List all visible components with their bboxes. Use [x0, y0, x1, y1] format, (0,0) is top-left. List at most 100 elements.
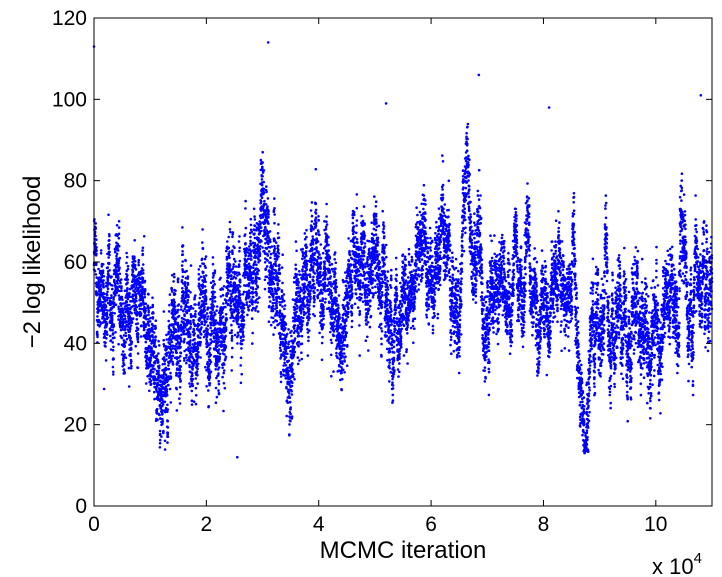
- data-point: [319, 256, 323, 260]
- data-point: [333, 275, 336, 279]
- data-point: [359, 281, 362, 284]
- data-point: [202, 335, 206, 339]
- data-point: [284, 355, 288, 359]
- data-point: [368, 325, 372, 329]
- data-point: [351, 292, 354, 295]
- data-point: [235, 294, 238, 298]
- data-point: [361, 241, 364, 244]
- data-point: [123, 353, 126, 356]
- data-point: [177, 334, 181, 338]
- data-point: [354, 288, 358, 291]
- data-point: [322, 311, 325, 315]
- data-point: [108, 269, 111, 272]
- data-point: [141, 276, 145, 280]
- data-point: [236, 315, 240, 318]
- data-point: [196, 365, 199, 368]
- data-point: [150, 346, 153, 350]
- data-point: [345, 331, 349, 335]
- data-point: [312, 275, 315, 279]
- data-point: [191, 314, 195, 318]
- data-point: [169, 344, 173, 348]
- data-point: [169, 328, 172, 332]
- data-point: [138, 286, 142, 289]
- data-point: [301, 257, 304, 261]
- data-point: [167, 319, 170, 323]
- data-point: [271, 309, 275, 313]
- data-point: [270, 287, 274, 291]
- data-point: [221, 293, 225, 297]
- data-point: [119, 281, 122, 285]
- data-point: [230, 295, 233, 298]
- data-point: [304, 312, 308, 315]
- data-point: [108, 253, 111, 257]
- data-point: [103, 335, 106, 339]
- data-point: [312, 300, 316, 304]
- data-point: [98, 298, 102, 302]
- data-point: [214, 401, 218, 405]
- data-point: [157, 371, 160, 375]
- data-point: [336, 304, 340, 307]
- data-point: [147, 293, 150, 296]
- data-point: [222, 302, 225, 305]
- data-point: [291, 368, 294, 372]
- data-point: [256, 285, 260, 289]
- data-point: [273, 257, 277, 261]
- data-point: [355, 224, 358, 227]
- data-point: [197, 268, 201, 271]
- data-point: [367, 308, 371, 311]
- data-point: [147, 309, 150, 312]
- data-point: [342, 368, 345, 372]
- data-point: [328, 256, 332, 259]
- data-point: [222, 409, 225, 413]
- data-point: [242, 315, 245, 319]
- data-point: [268, 289, 272, 293]
- data-point: [105, 322, 109, 326]
- data-point: [315, 246, 318, 249]
- data-point: [173, 347, 177, 351]
- data-point: [223, 386, 227, 390]
- data-point: [166, 410, 169, 414]
- data-point: [298, 359, 301, 362]
- data-point: [133, 290, 137, 294]
- data-point: [213, 282, 216, 286]
- data-point: [255, 305, 258, 308]
- data-point: [234, 277, 238, 280]
- data-point: [283, 315, 287, 318]
- data-point: [320, 288, 323, 292]
- data-point: [334, 261, 338, 265]
- data-point: [110, 294, 113, 297]
- data-point: [286, 352, 289, 356]
- data-point: [149, 316, 152, 320]
- data-point: [136, 312, 139, 315]
- data-point: [106, 278, 110, 282]
- data-point: [113, 282, 117, 285]
- data-point: [219, 276, 222, 280]
- data-point: [131, 317, 135, 320]
- data-point: [305, 246, 309, 249]
- data-point: [273, 197, 276, 200]
- data-point: [261, 246, 264, 249]
- data-point: [164, 385, 168, 388]
- data-point: [117, 261, 120, 265]
- data-point: [221, 375, 224, 379]
- data-point: [292, 327, 296, 330]
- data-point: [139, 277, 142, 281]
- data-point: [276, 244, 280, 248]
- data-point: [359, 257, 363, 261]
- data-point: [260, 239, 263, 243]
- data-point: [324, 273, 328, 276]
- data-point: [136, 340, 140, 344]
- data-point: [313, 291, 316, 295]
- data-point: [217, 389, 220, 392]
- data-point: [342, 347, 346, 351]
- data-point: [170, 290, 174, 293]
- data-point: [309, 295, 312, 299]
- data-point: [372, 293, 375, 297]
- data-point: [308, 292, 312, 296]
- data-point: [253, 215, 256, 218]
- data-point: [338, 313, 341, 316]
- data-point: [281, 295, 284, 299]
- data-point: [120, 278, 123, 281]
- data-point: [314, 212, 318, 215]
- data-point: [365, 318, 368, 322]
